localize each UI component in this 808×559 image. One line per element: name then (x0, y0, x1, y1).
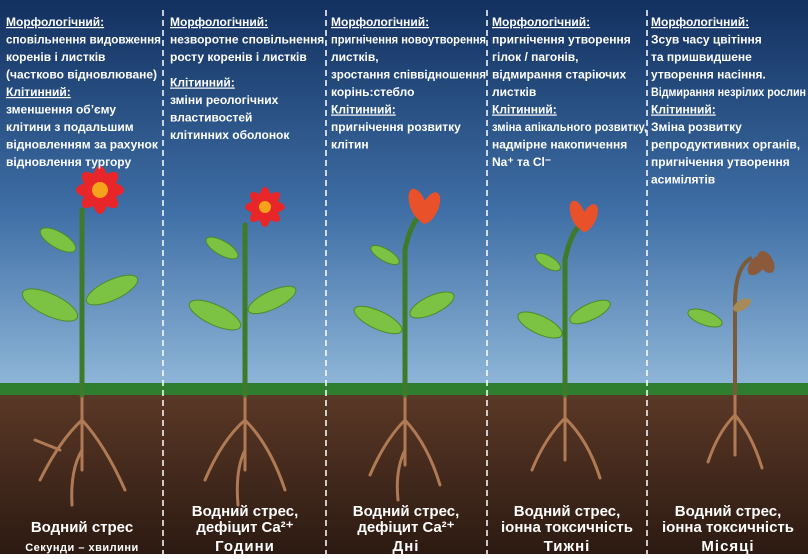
morph-text: незворотне сповільнення (170, 33, 324, 47)
period: Секунди – хвилини (25, 542, 139, 554)
morph-heading: Морфологічний: (331, 15, 429, 29)
cell-heading: Клітинний: (170, 76, 235, 90)
cell-heading: Клітинний: (331, 103, 396, 117)
cell-text: властивостей (170, 111, 252, 125)
period: Місяці (701, 538, 754, 554)
stress-text: дефіцит Ca²⁺ (357, 519, 454, 536)
period: Години (215, 538, 275, 554)
stress-text: Водний стрес, (192, 503, 299, 520)
period: Дні (393, 538, 420, 554)
morph-heading: Морфологічний: (651, 15, 749, 29)
stress-text: Водний стрес, (353, 503, 460, 520)
stress-text: іонна токсичність (662, 519, 794, 536)
morph-text: Відмирання незрілих рослин (651, 85, 806, 99)
cell-text: зміни реологічних (170, 93, 279, 107)
morph-text: та пришвидшене (651, 50, 752, 64)
morph-heading: Морфологічний: (170, 15, 268, 29)
cell-text: зміна апікального розвитку, (492, 120, 647, 134)
morph-heading: Морфологічний: (6, 15, 104, 29)
period: Тижні (544, 538, 591, 554)
cell-text: клітин (331, 138, 369, 152)
morph-text: коренів і листків (6, 50, 105, 64)
morph-text: листків (492, 85, 536, 99)
morph-text: сповільнення видовження (6, 33, 161, 47)
cell-heading: Клітинний: (651, 103, 716, 117)
morph-text: гілок / пагонів, (492, 50, 579, 64)
cell-text: репродуктивних органів, (651, 138, 800, 152)
plants (21, 166, 775, 507)
stress-text: Водний стрес, (514, 503, 621, 520)
cell-text: відновленням за рахунок (6, 138, 159, 152)
morph-text: (частково відновлюване) (6, 68, 157, 82)
morph-text: корінь:стебло (331, 85, 414, 99)
morph-text: пригнічення новоутворення (331, 33, 486, 47)
stress-text: Водний стрес (31, 519, 133, 536)
morph-text: зростання співвідношення (331, 68, 486, 82)
cell-text: Na⁺ та Cl⁻ (492, 155, 551, 169)
cell-text: клітини з подальшим (6, 120, 134, 134)
stress-text: дефіцит Ca²⁺ (196, 519, 293, 536)
morph-text: листків, (331, 50, 379, 64)
cell-text: зменшення об’єму (6, 103, 116, 117)
cell-heading: Клітинний: (492, 103, 557, 117)
morph-text: росту коренів і листків (170, 50, 307, 64)
morph-text: відмирання старіючих (492, 68, 626, 82)
cell-text: надмірне накопичення (492, 138, 627, 152)
cell-text: пригнічення розвитку (331, 120, 461, 134)
cell-text: клітинних оболонок (170, 128, 290, 142)
morph-text: пригнічення утворення (492, 33, 631, 47)
stress-text: Водний стрес, (675, 503, 782, 520)
stress-text: іонна токсичність (501, 519, 633, 536)
cell-text: асимілятів (651, 173, 715, 187)
morph-heading: Морфологічний: (492, 15, 590, 29)
dividers (162, 10, 648, 554)
cell-text: відновлення тургору (6, 155, 131, 169)
cell-text: пригнічення утворення (651, 155, 790, 169)
morph-text: Зсув часу цвітіння (651, 33, 762, 47)
cell-text: Зміна розвитку (651, 120, 742, 134)
cell-heading: Клітинний: (6, 85, 71, 99)
morph-text: утворення насіння. (651, 68, 766, 82)
